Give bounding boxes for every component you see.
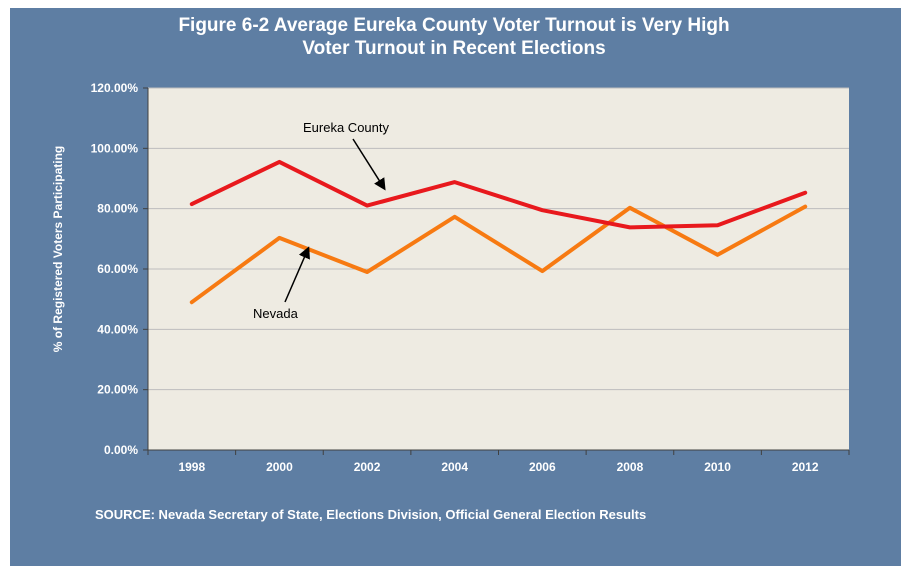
- chart-title-line-2: Voter Turnout in Recent Elections: [302, 38, 606, 59]
- x-tick-label: 2012: [792, 460, 819, 474]
- y-tick-label: 20.00%: [97, 383, 138, 397]
- x-tick-label: 2010: [704, 460, 731, 474]
- y-tick-label: 80.00%: [97, 202, 138, 216]
- source-note: SOURCE: Nevada Secretary of State, Elect…: [95, 507, 647, 522]
- y-tick-label: 100.00%: [91, 141, 139, 155]
- x-tick-label: 2000: [266, 460, 293, 474]
- series-line-eureka-county: [189, 159, 808, 230]
- x-tick-label: 2006: [529, 460, 556, 474]
- annotation-eureka-county: Eureka County: [303, 120, 389, 135]
- series-lines: [189, 159, 808, 305]
- annotation-nevada: Nevada: [253, 306, 299, 321]
- chart-title-line-1: Figure 6-2 Average Eureka County Voter T…: [178, 15, 730, 36]
- x-tick-label: 1998: [178, 460, 205, 474]
- x-tick-label: 2002: [354, 460, 381, 474]
- series-line-nevada: [189, 204, 808, 305]
- x-axis: 1998 2000 2002 2004 2006 2008 2010 2012: [147, 88, 850, 474]
- y-tick-label: 60.00%: [97, 262, 138, 276]
- chart-title: Figure 6-2 Average Eureka County Voter T…: [0, 14, 908, 60]
- annotation-nevada-arrow: [284, 246, 310, 303]
- x-tick-label: 2004: [441, 460, 468, 474]
- y-tick-label: 120.00%: [91, 81, 139, 95]
- y-tick-label: 40.00%: [97, 322, 138, 336]
- grid-lines: [148, 87, 849, 391]
- annotations: Eureka County Nevada: [253, 120, 389, 321]
- y-tick-label: 0.00%: [104, 443, 138, 457]
- y-axis-label: % of Registered Voters Participating: [51, 146, 65, 353]
- annotation-eureka-county-arrow: [352, 138, 386, 191]
- y-axis-tick-labels: 0.00% 20.00% 40.00% 60.00% 80.00% 100.00% 120.…: [91, 81, 148, 457]
- x-tick-label: 2008: [617, 460, 644, 474]
